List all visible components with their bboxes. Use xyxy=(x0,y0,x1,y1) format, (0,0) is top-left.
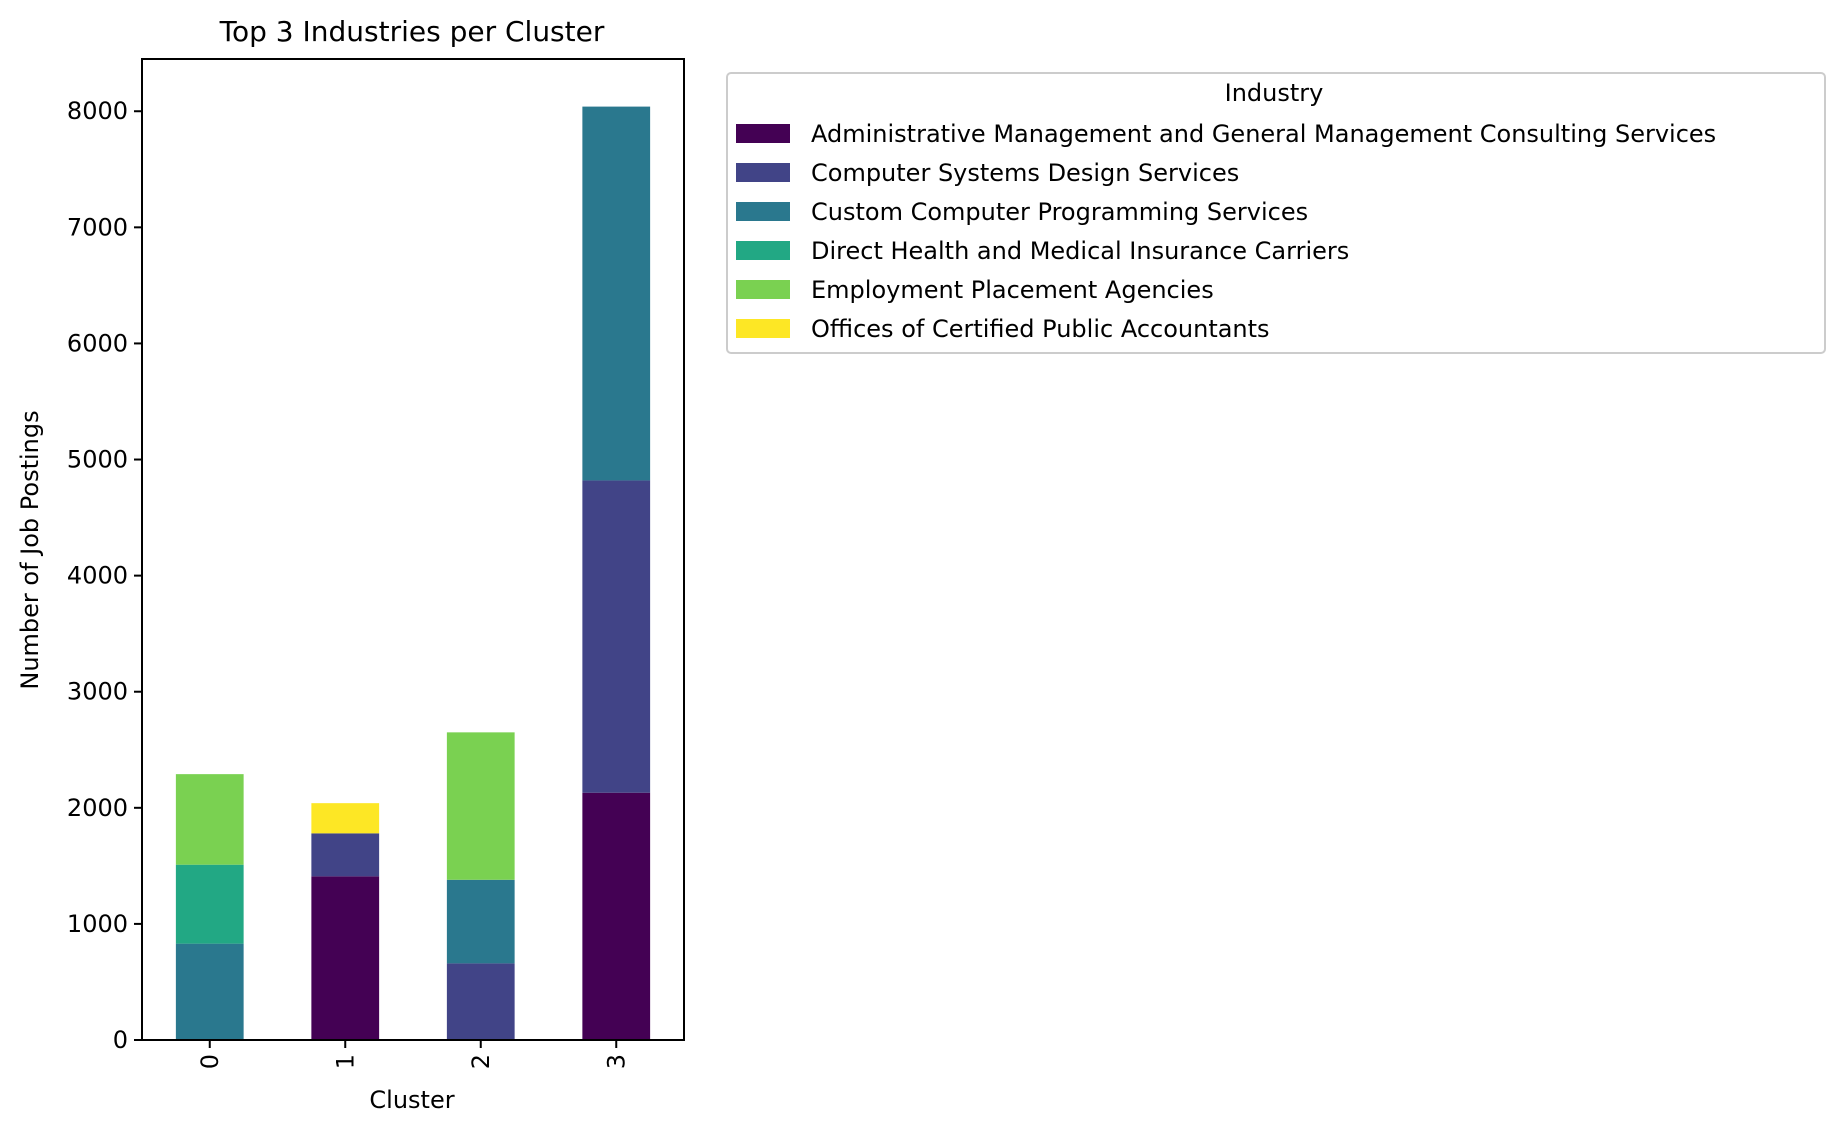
bar-segment-cluster-3-series-0 xyxy=(582,792,651,1040)
bar-segment-cluster-1-series-5 xyxy=(311,803,380,834)
legend-label: Offices of Certified Public Accountants xyxy=(811,315,1270,343)
x-tick-label: 3 xyxy=(602,1054,630,1069)
legend-label: Computer Systems Design Services xyxy=(811,159,1239,187)
bar-segment-cluster-3-series-2 xyxy=(582,106,651,481)
y-tick-label: 8000 xyxy=(67,97,128,125)
legend-box xyxy=(726,72,1826,354)
x-tick-label: 0 xyxy=(196,1054,224,1069)
bars-group xyxy=(175,106,651,1040)
legend-label: Custom Computer Programming Services xyxy=(811,198,1308,226)
y-tick-label: 7000 xyxy=(67,213,128,241)
plot-frame xyxy=(141,58,685,1041)
x-tick-label: 1 xyxy=(331,1054,359,1069)
bar-segment-cluster-1-series-1 xyxy=(311,833,380,877)
chart-title: Top 3 Industries per Cluster xyxy=(219,15,605,48)
y-tick-label: 2000 xyxy=(67,794,128,822)
y-tick-label: 4000 xyxy=(67,562,128,590)
legend-swatch xyxy=(736,241,790,260)
y-tick-label: 5000 xyxy=(67,446,128,474)
y-axis-label: Number of Job Postings xyxy=(16,410,44,689)
legend-label: Employment Placement Agencies xyxy=(811,276,1214,304)
legend-swatch xyxy=(736,319,790,338)
bar-segment-cluster-1-series-0 xyxy=(311,876,380,1040)
bar-segment-cluster-2-series-1 xyxy=(446,963,515,1040)
legend-swatch xyxy=(736,202,790,221)
y-tick-label: 1000 xyxy=(67,910,128,938)
x-tick-label: 2 xyxy=(467,1054,495,1069)
y-tick-label: 3000 xyxy=(67,678,128,706)
bar-segment-cluster-2-series-2 xyxy=(446,879,515,964)
bar-segment-cluster-0-series-3 xyxy=(175,864,244,944)
y-tick-label: 0 xyxy=(113,1026,128,1054)
bar-segment-cluster-0-series-4 xyxy=(175,774,244,865)
legend-title: Industry xyxy=(1225,79,1324,107)
legend-label: Administrative Management and General Ma… xyxy=(811,120,1716,148)
bar-segment-cluster-0-series-2 xyxy=(175,943,244,1040)
legend-label: Direct Health and Medical Insurance Carr… xyxy=(811,237,1349,265)
legend: Industry Administrative Management and G… xyxy=(726,72,1826,354)
legend-swatch xyxy=(736,280,790,299)
y-axis: 0 1000 2000 3000 4000 5000 6000 7000 8000 xyxy=(67,97,142,1054)
bar-segment-cluster-2-series-4 xyxy=(446,732,515,880)
bar-segment-cluster-3-series-1 xyxy=(582,480,651,793)
x-axis-label: Cluster xyxy=(369,1086,454,1114)
legend-items: Administrative Management and General Ma… xyxy=(736,120,1716,343)
legend-swatch xyxy=(736,163,790,182)
x-axis: 0 1 2 3 xyxy=(196,1040,630,1069)
legend-swatch xyxy=(736,124,790,143)
y-tick-label: 6000 xyxy=(67,329,128,357)
